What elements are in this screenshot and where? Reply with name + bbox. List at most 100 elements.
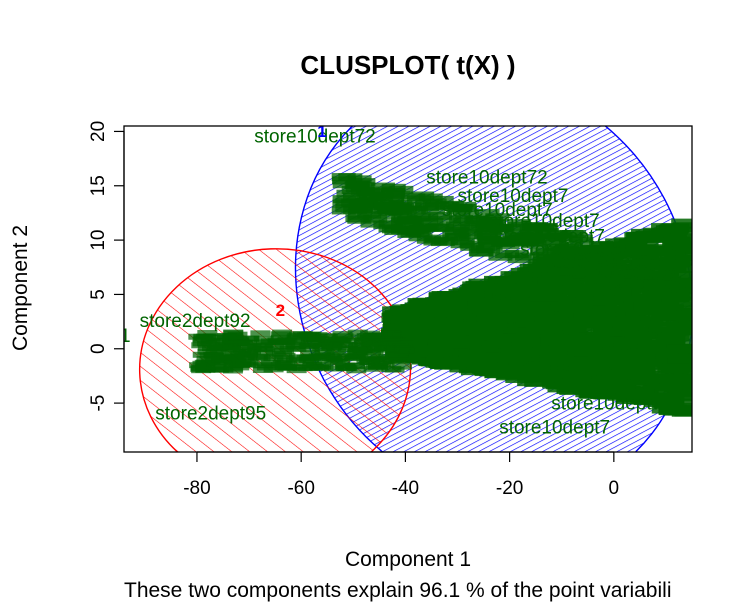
dense-point bbox=[460, 242, 485, 251]
dense-point bbox=[356, 194, 381, 203]
dense-point bbox=[602, 369, 631, 380]
store-label-10: store10dept7 bbox=[546, 251, 657, 272]
dense-point bbox=[661, 292, 690, 303]
dense-point bbox=[625, 305, 654, 316]
dense-point bbox=[418, 193, 443, 202]
dense-point bbox=[225, 349, 246, 356]
dense-point bbox=[435, 319, 464, 330]
store-label-5: store10dept7 bbox=[458, 186, 569, 207]
dense-point bbox=[381, 183, 406, 192]
dense-point bbox=[193, 333, 214, 340]
dense-point bbox=[389, 348, 410, 355]
dense-point bbox=[586, 332, 615, 343]
dense-point bbox=[332, 331, 353, 338]
dense-point bbox=[634, 356, 663, 367]
dense-point bbox=[555, 243, 580, 252]
x-tick-label: -40 bbox=[392, 478, 419, 499]
dense-point bbox=[413, 215, 438, 224]
dense-point bbox=[670, 277, 692, 288]
dense-point bbox=[281, 338, 302, 345]
dense-point bbox=[330, 337, 351, 344]
dense-point bbox=[534, 320, 563, 331]
dense-point bbox=[449, 214, 474, 223]
store-label-4: store10dept72 bbox=[426, 168, 548, 189]
dense-point bbox=[347, 329, 368, 336]
dense-point bbox=[560, 378, 589, 389]
dense-point bbox=[270, 338, 291, 345]
dense-point bbox=[644, 305, 673, 316]
dense-point bbox=[501, 312, 530, 323]
dense-point bbox=[330, 358, 351, 365]
y-axis: -5 0 5 10 15 20 bbox=[88, 121, 125, 412]
dense-point bbox=[255, 346, 276, 353]
dense-point bbox=[507, 219, 532, 228]
dense-point bbox=[487, 277, 516, 288]
store-label-9: store10dept7 bbox=[520, 239, 631, 260]
dense-point bbox=[621, 340, 650, 351]
dense-point bbox=[637, 343, 666, 354]
dense-point bbox=[568, 318, 597, 329]
chart-subtitle: These two components explain 96.1 % of t… bbox=[124, 579, 672, 602]
dense-point bbox=[659, 374, 688, 385]
dense-point bbox=[194, 359, 215, 366]
store-label-3: store2dept95 bbox=[155, 403, 266, 424]
dense-point bbox=[667, 353, 692, 364]
dense-point bbox=[401, 193, 426, 202]
dense-point bbox=[593, 389, 622, 400]
store-label-6: store10dept7 bbox=[442, 200, 553, 221]
dense-point bbox=[658, 263, 687, 274]
dense-point bbox=[625, 290, 654, 301]
dense-point bbox=[605, 302, 634, 313]
dense-point bbox=[190, 364, 211, 371]
dense-point bbox=[582, 253, 607, 262]
x-tick-label: 0 bbox=[609, 478, 620, 499]
dense-point-cloud bbox=[188, 173, 692, 417]
dense-point bbox=[475, 209, 500, 218]
dense-point bbox=[612, 320, 641, 331]
dense-point bbox=[558, 302, 587, 313]
dense-point bbox=[414, 203, 439, 212]
dense-point bbox=[524, 222, 549, 231]
dense-point bbox=[589, 316, 618, 327]
dense-point bbox=[522, 299, 551, 310]
y-tick-label: 20 bbox=[88, 121, 109, 142]
store-label-11: store10dept7 bbox=[567, 262, 678, 283]
dense-point bbox=[371, 211, 396, 220]
store-labels: store10dept72store2dept92re1store2dept95… bbox=[124, 126, 720, 438]
dense-point bbox=[507, 232, 532, 241]
dense-point bbox=[540, 333, 569, 344]
dense-point bbox=[199, 352, 220, 359]
dense-point bbox=[334, 364, 355, 371]
x-axis-label: Component 1 bbox=[345, 548, 471, 571]
dense-point bbox=[500, 345, 529, 356]
dense-point bbox=[657, 334, 686, 345]
dense-point bbox=[310, 355, 331, 362]
dense-point bbox=[528, 267, 557, 278]
dense-point bbox=[435, 201, 460, 210]
dense-point bbox=[570, 359, 599, 370]
dense-point bbox=[568, 366, 597, 377]
dense-point bbox=[430, 223, 455, 232]
dense-point bbox=[593, 326, 622, 337]
dense-point bbox=[539, 345, 568, 356]
dense-point bbox=[484, 352, 513, 363]
dense-point bbox=[456, 291, 485, 302]
dense-point bbox=[381, 365, 402, 372]
dense-point bbox=[253, 335, 274, 342]
dense-point bbox=[478, 242, 503, 251]
dense-point bbox=[392, 305, 421, 316]
dense-point bbox=[452, 224, 477, 233]
dense-point bbox=[624, 269, 653, 280]
dense-point bbox=[603, 287, 632, 298]
store-label-12: store10dept7 bbox=[609, 274, 720, 295]
dense-point bbox=[526, 304, 555, 315]
dense-point bbox=[538, 369, 567, 380]
dense-point bbox=[587, 269, 612, 278]
dense-point bbox=[481, 312, 510, 323]
dense-point bbox=[224, 354, 245, 361]
dense-point bbox=[252, 342, 273, 349]
dense-point bbox=[197, 348, 218, 355]
dense-point bbox=[352, 347, 373, 354]
dense-point bbox=[674, 271, 692, 282]
dense-point bbox=[356, 333, 377, 340]
